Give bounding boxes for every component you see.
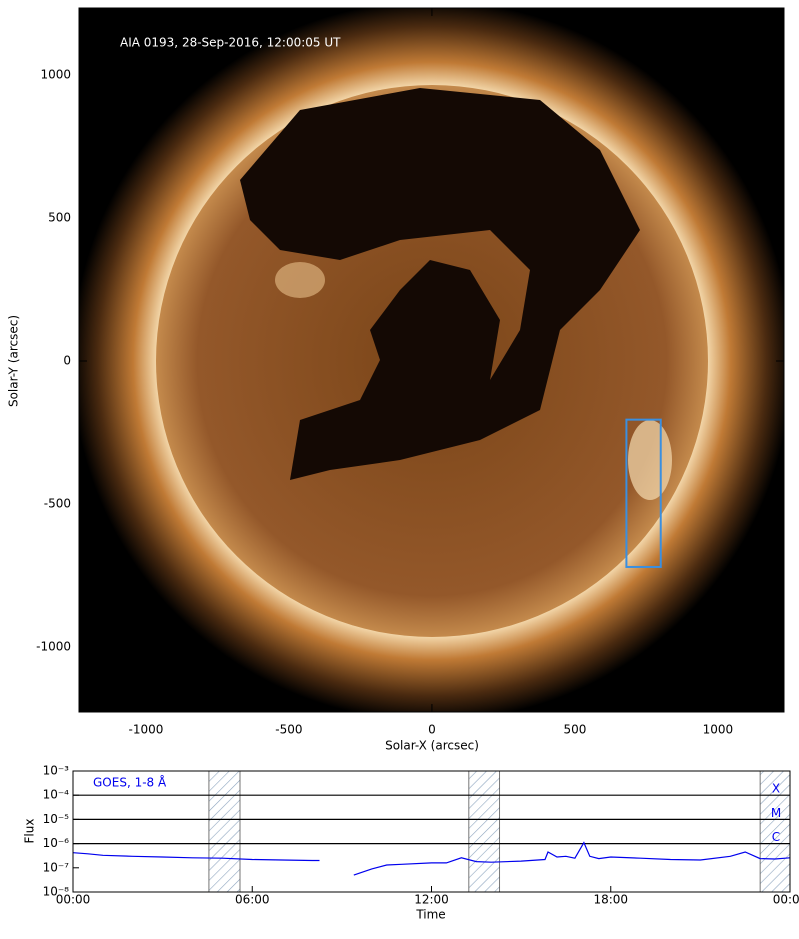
y-tick-label: 500: [48, 210, 71, 224]
x-tick-label: 00:00: [773, 893, 799, 907]
y-tick-label: 10⁻⁸: [43, 885, 70, 899]
y-tick-label: 10⁻⁴: [43, 788, 70, 802]
flux-line: [73, 841, 790, 876]
x-tick-label: 18:00: [593, 893, 628, 907]
y-axis-label: Solar-Y (arcsec): [7, 315, 21, 407]
y-tick-label: 1000: [40, 67, 71, 81]
x-tick-label: 1000: [703, 723, 734, 737]
class-label: X: [772, 782, 780, 796]
x-tick-label: 500: [563, 723, 586, 737]
shaded-interval: [468, 771, 501, 892]
y-tick-label: 0: [63, 354, 71, 368]
y-tick-label: 10⁻⁵: [43, 812, 70, 826]
region-box: [625, 418, 662, 568]
x-tick-label: -1000: [128, 723, 163, 737]
x-tick-label: -500: [275, 723, 302, 737]
y-tick-label: 10⁻⁷: [43, 860, 70, 874]
y-tick-label: -500: [44, 497, 71, 511]
x-tick-label: 12:00: [414, 893, 449, 907]
x-tick-label: 00:00: [56, 893, 91, 907]
y-axis-label: Flux: [23, 819, 37, 844]
y-tick-label: 10⁻⁶: [43, 836, 70, 850]
class-label: M: [771, 806, 781, 820]
x-tick-label: 06:00: [235, 893, 270, 907]
image-title: AIA 0193, 28-Sep-2016, 12:00:05 UT: [120, 36, 341, 50]
x-tick-label: 0: [428, 723, 436, 737]
solar-image: [79, 8, 784, 712]
x-axis-label: Solar-X (arcsec): [385, 739, 479, 753]
legend-label: GOES, 1-8 Å: [93, 775, 167, 790]
class-label: C: [772, 830, 780, 844]
goes-background: [73, 771, 790, 892]
y-tick-label: 10⁻³: [43, 764, 70, 778]
shaded-interval: [759, 771, 790, 892]
x-axis-label: Time: [415, 908, 445, 922]
shaded-interval: [208, 771, 241, 892]
y-tick-label: -1000: [36, 640, 71, 654]
